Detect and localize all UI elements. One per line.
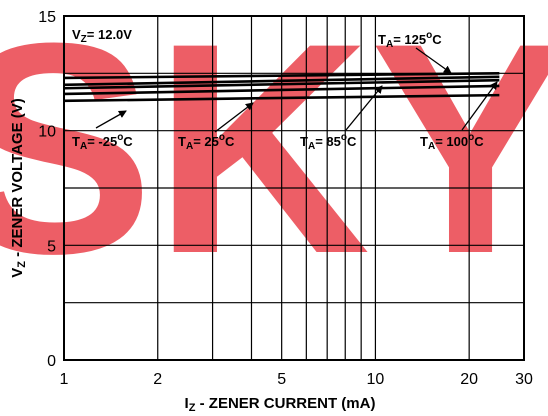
x-tick-labels: 1 2 5 10 20 30	[60, 371, 533, 388]
y-tick-label-1: 5	[47, 238, 56, 255]
y-axis-title: VZ - ZENER VOLTAGE (V)	[9, 98, 28, 278]
y-tick-label-3: 15	[38, 9, 56, 26]
x-tick-label-1: 2	[153, 371, 162, 388]
x-axis-title: IZ - ZENER CURRENT (mA)	[185, 395, 376, 414]
svg-text:SKY: SKY	[0, 0, 548, 316]
y-tick-label-2: 10	[38, 124, 56, 141]
x-tick-label-2: 5	[277, 371, 286, 388]
x-tick-label-0: 1	[60, 371, 69, 388]
y-tick-label-0: 0	[47, 353, 56, 370]
x-tick-label-3: 10	[367, 371, 385, 388]
x-tick-label-5: 30	[515, 371, 533, 388]
watermark-logo: SKY	[0, 0, 548, 316]
x-tick-label-4: 20	[460, 371, 478, 388]
